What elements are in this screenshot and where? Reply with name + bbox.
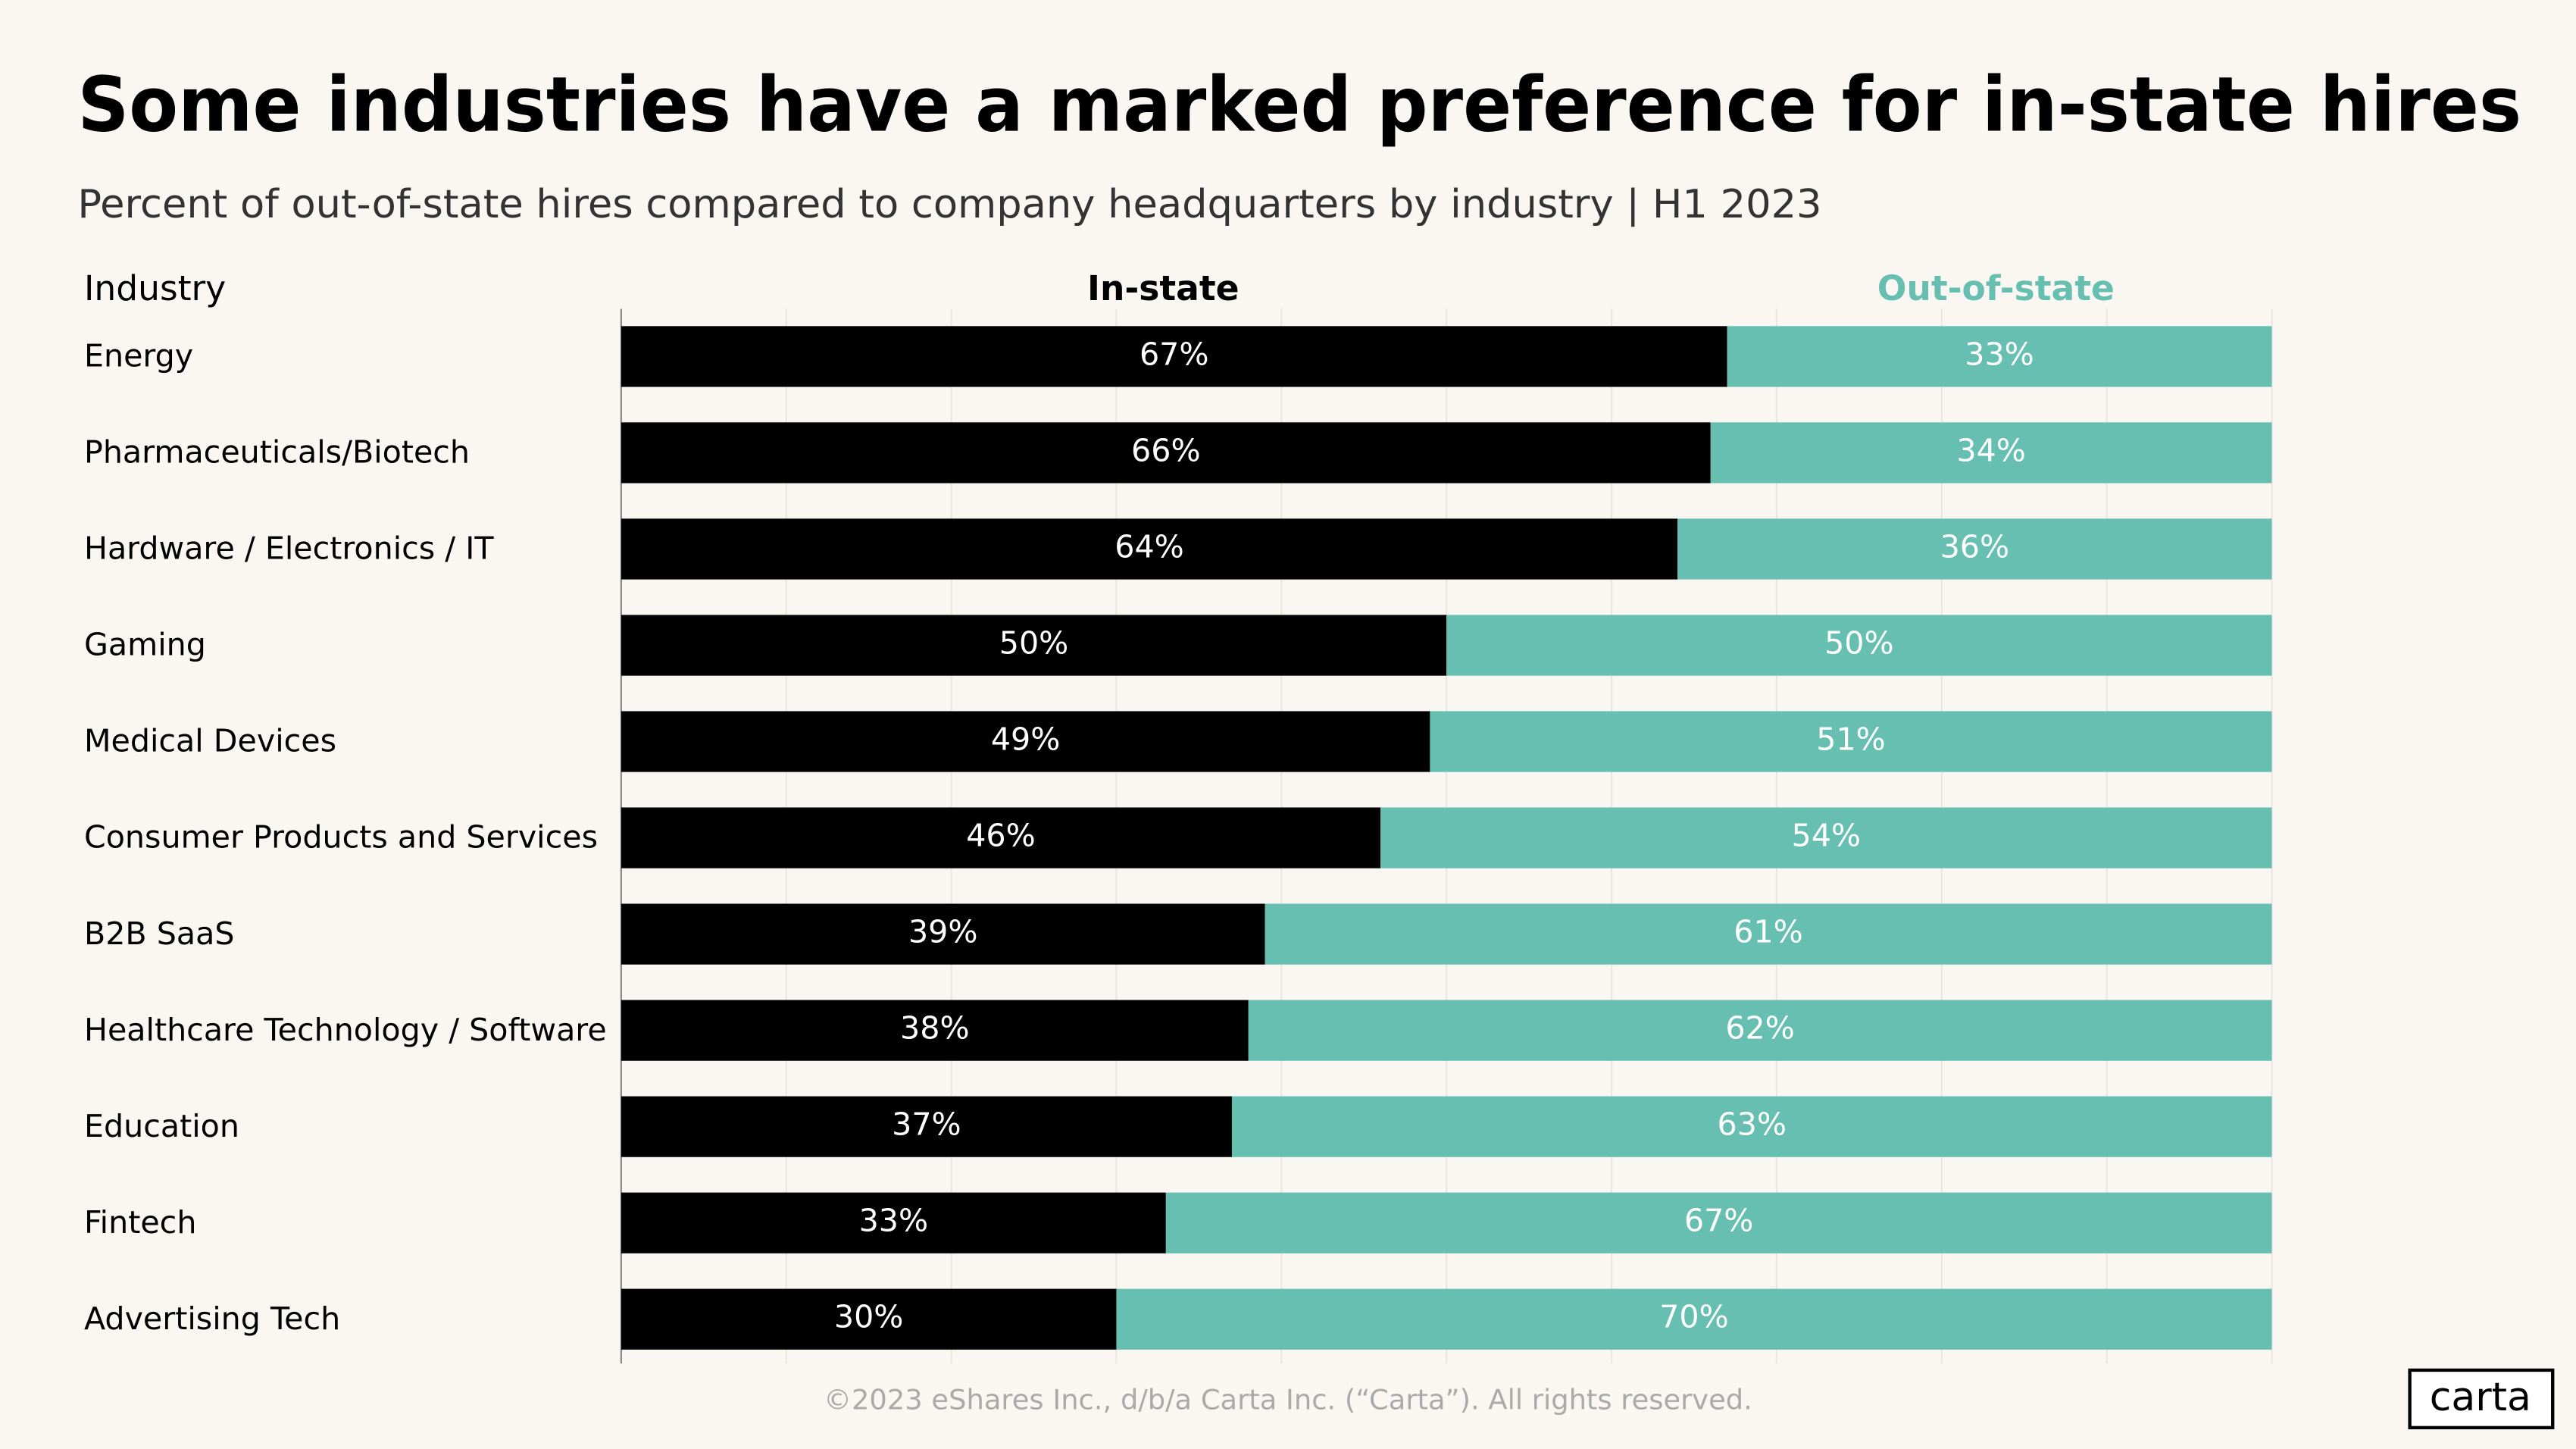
logo-box [2408,1368,2555,1429]
y-tick-label: B2B SaaS [84,915,235,952]
y-tick-label: Fintech [84,1204,196,1241]
bar-segment [1248,1000,2272,1061]
y-tick-label: Healthcare Technology / Software [84,1012,607,1048]
data-label: 62% [1725,1010,1795,1047]
data-label: 61% [1733,914,1803,950]
bar-segment [621,1192,1166,1253]
y-tick-label: Energy [84,338,193,374]
footer: ©2023 eShares Inc., d/b/a Carta Inc. (“C… [824,1384,1752,1416]
bar-segment [621,807,1381,868]
logo: carta [2430,1375,2531,1420]
bar-segment [1710,422,2272,484]
chart-title: Some industries have a marked preference… [77,61,2521,149]
bar-segment [621,615,1447,676]
y-tick-label: Consumer Products and Services [84,819,598,856]
chart-subtitle: Percent of out-of-state hires compared t… [77,182,1821,227]
data-label: 66% [1131,432,1201,468]
data-label: 30% [834,1299,904,1335]
bar-segment [1727,326,2272,387]
data-label: 34% [1956,432,2026,468]
bar-segment [1116,1288,2272,1350]
y-tick-label: Pharmaceuticals/Biotech [84,434,470,471]
data-label: 51% [1816,721,1886,758]
bar-segment [621,422,1711,484]
y-tick-label: Education [84,1108,239,1144]
bar-segment [1165,1192,2272,1253]
data-label: 50% [1824,625,1894,662]
bar-segment [1265,903,2272,965]
data-label: 49% [991,721,1061,758]
bar-segment [621,711,1430,772]
bar-segment [1677,518,2272,580]
data-label: 63% [1717,1106,1787,1143]
y-tick-label: Hardware / Electronics / IT [84,530,494,567]
data-label: 46% [966,818,1036,854]
legend-label: Out-of-state [1877,268,2115,308]
bar-segment [621,326,1727,387]
y-axis-title: Industry [84,268,226,308]
data-label: 64% [1114,528,1184,565]
bar-segment [621,1288,1117,1350]
data-label: 33% [859,1203,929,1239]
data-label: 50% [999,625,1069,662]
data-label: 37% [892,1106,961,1143]
legend-label: In-state [1087,268,1239,308]
data-label: 70% [1659,1299,1729,1335]
data-label: 38% [900,1010,970,1047]
bar-segment [621,1096,1232,1157]
bar-segment [1231,1096,2272,1157]
data-label: 54% [1792,818,1862,854]
y-tick-label: Medical Devices [84,723,336,759]
data-label: 36% [1940,528,2010,565]
bar-segment [621,903,1265,965]
data-label: 33% [1965,336,2034,372]
y-tick-label: Gaming [84,627,206,663]
data-label: 39% [908,914,978,950]
bar-segment [1430,711,2272,772]
bar-segment [621,518,1678,580]
bar-segment [1380,807,2272,868]
bar-segment [1446,615,2272,676]
data-label: 67% [1140,336,1209,372]
y-tick-label: Advertising Tech [84,1300,340,1337]
bar-segment [621,1000,1249,1061]
data-label: 67% [1684,1203,1754,1239]
